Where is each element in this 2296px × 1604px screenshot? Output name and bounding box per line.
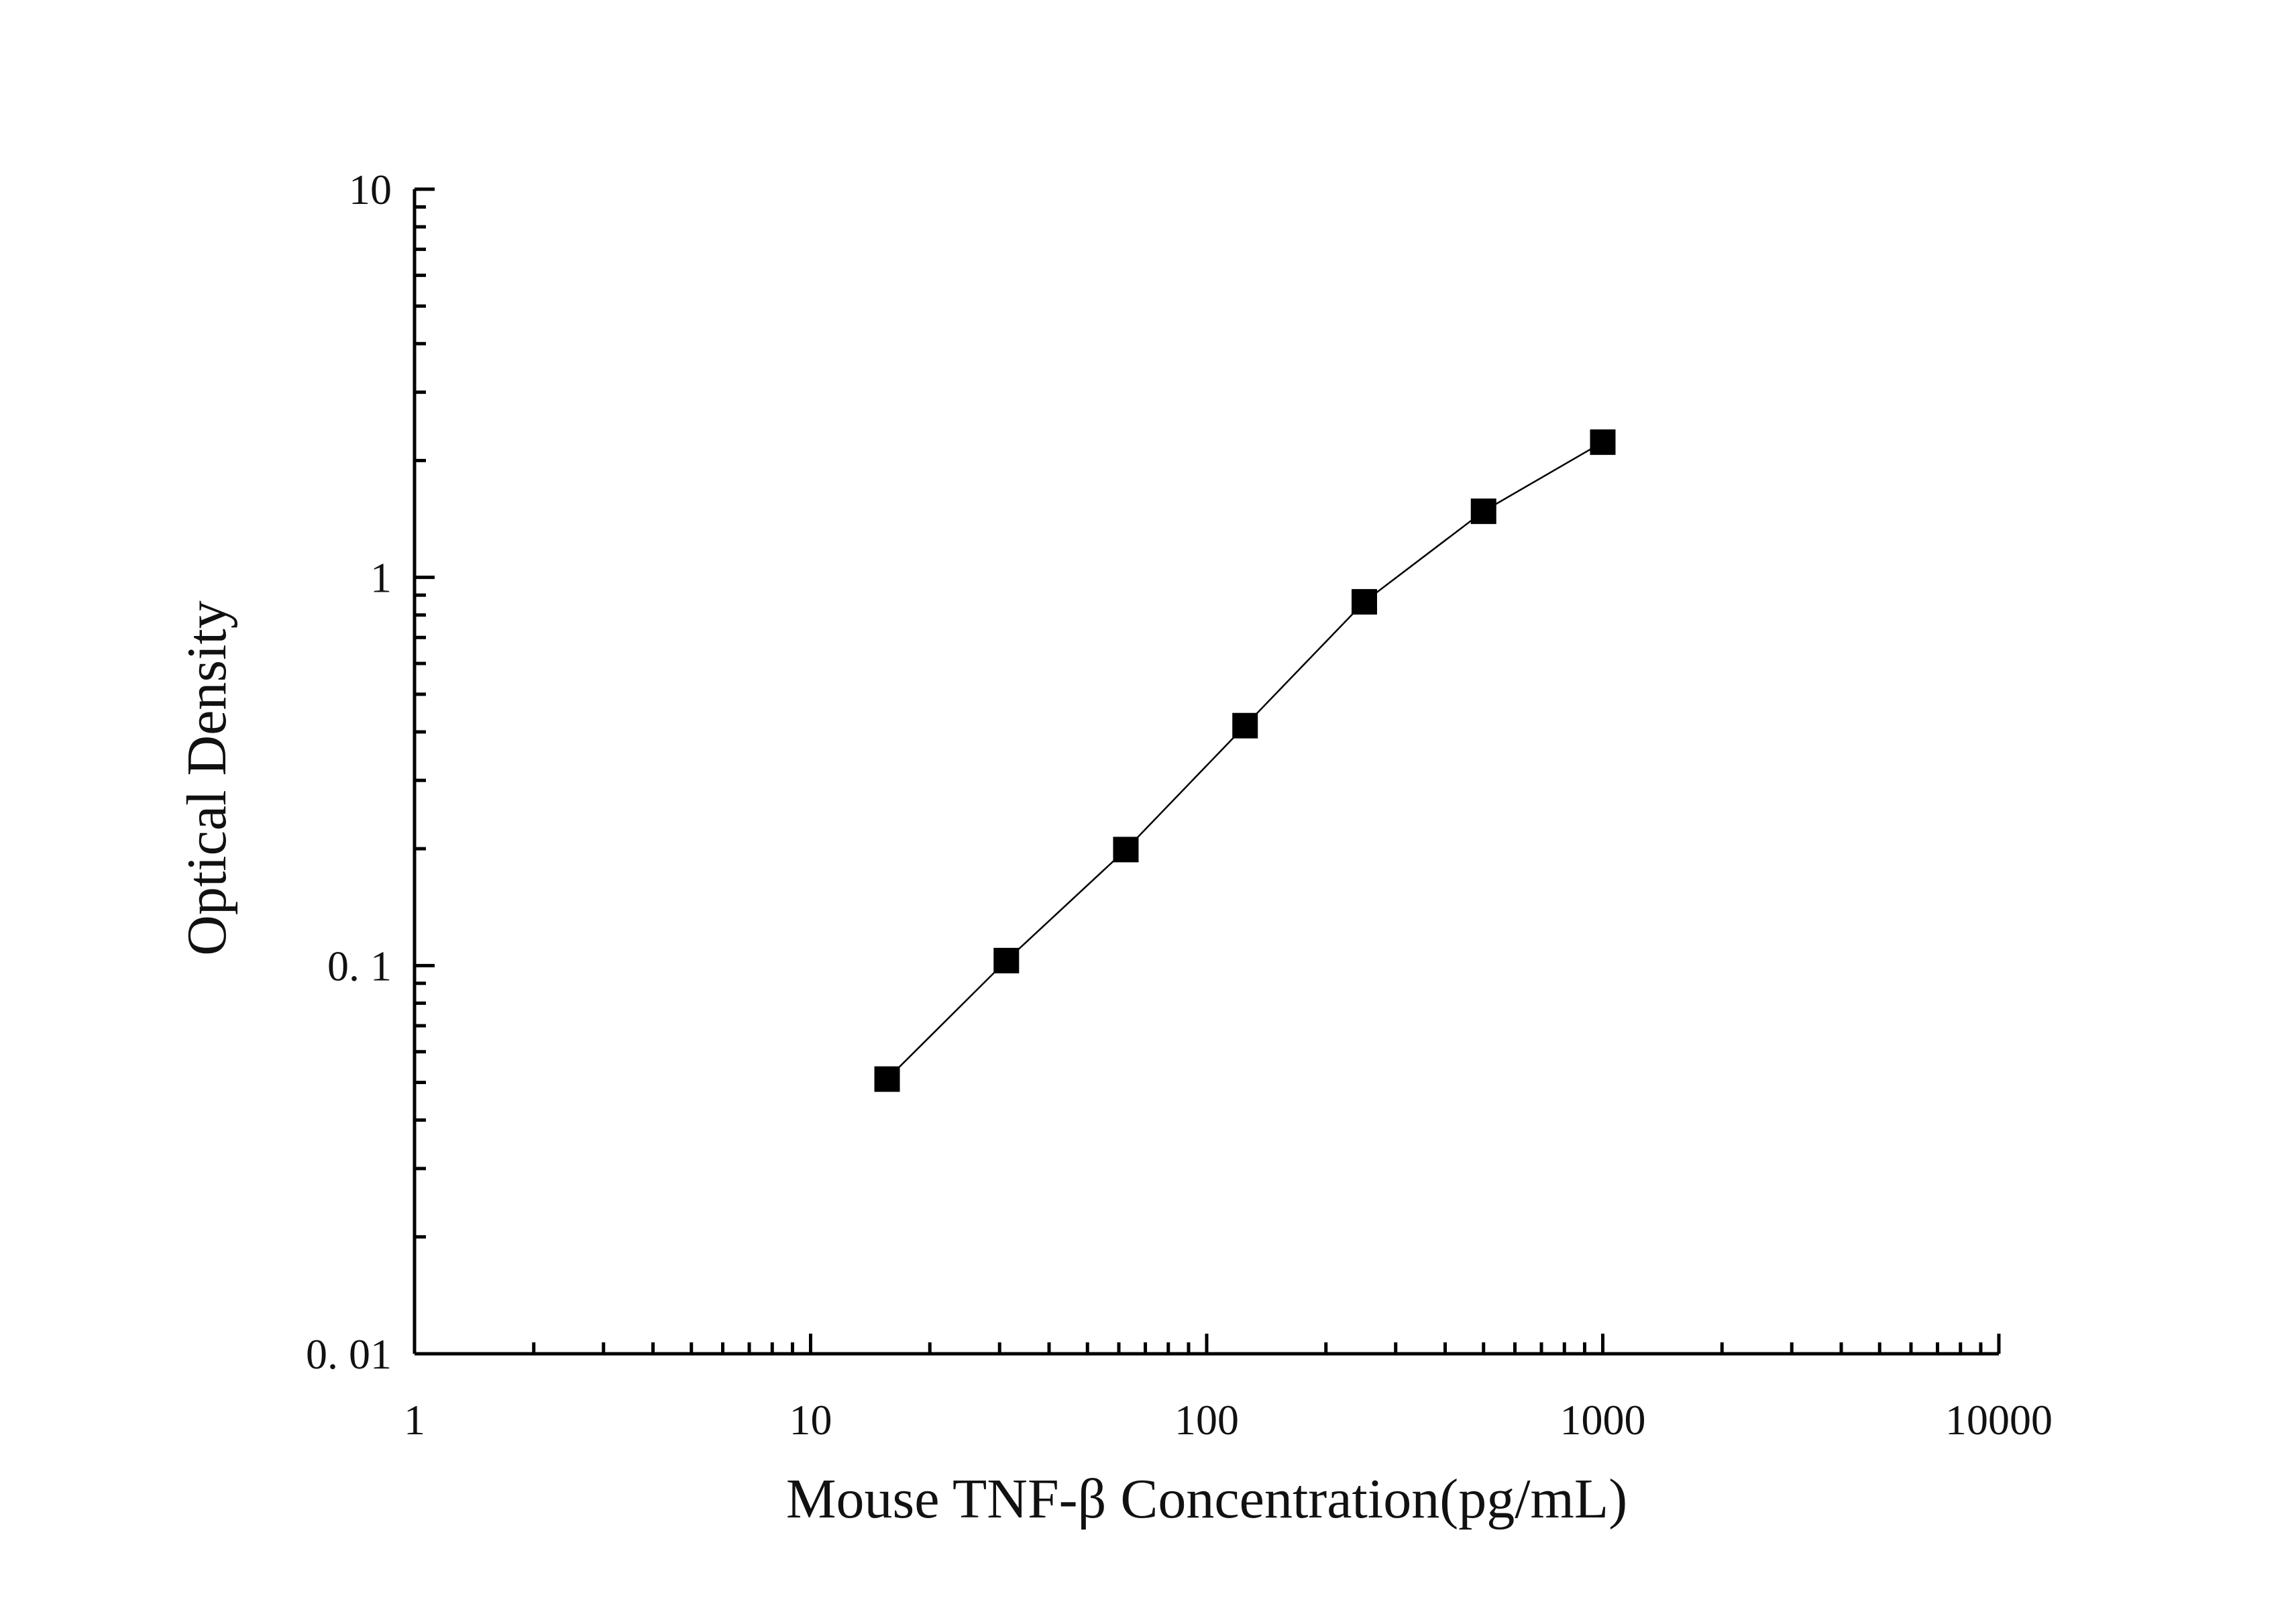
minor-ticks <box>415 205 1983 1354</box>
data-point-marker <box>1232 712 1258 739</box>
data-point-marker <box>1470 498 1496 525</box>
data-point-marker <box>993 947 1020 973</box>
x-tick-label: 1 <box>404 1396 425 1444</box>
x-tick-label: 10000 <box>1945 1396 2053 1444</box>
y-tick-label: 0. 1 <box>327 942 392 990</box>
x-tick-label: 100 <box>1174 1396 1239 1444</box>
y-tick-label: 1 <box>370 554 392 602</box>
series-line <box>886 441 1604 1080</box>
data-point-marker <box>1113 837 1139 863</box>
data-markers <box>874 429 1616 1092</box>
data-point-marker <box>1590 429 1616 456</box>
x-axis-title: Mouse TNF-β Concentration(pg/mL) <box>786 1468 1627 1530</box>
data-point-marker <box>874 1066 900 1092</box>
tick-labels: 1 10 100 1000 10000 0. 01 0. 1 1 10 <box>306 166 2053 1444</box>
x-tick-label: 1000 <box>1560 1396 1646 1444</box>
data-point-marker <box>1351 589 1377 615</box>
major-ticks <box>413 187 2001 1356</box>
y-axis-title: Optical Density <box>176 600 238 956</box>
y-tick-label: 10 <box>349 166 392 213</box>
y-tick-label: 0. 01 <box>306 1330 392 1378</box>
x-tick-label: 10 <box>789 1396 832 1444</box>
